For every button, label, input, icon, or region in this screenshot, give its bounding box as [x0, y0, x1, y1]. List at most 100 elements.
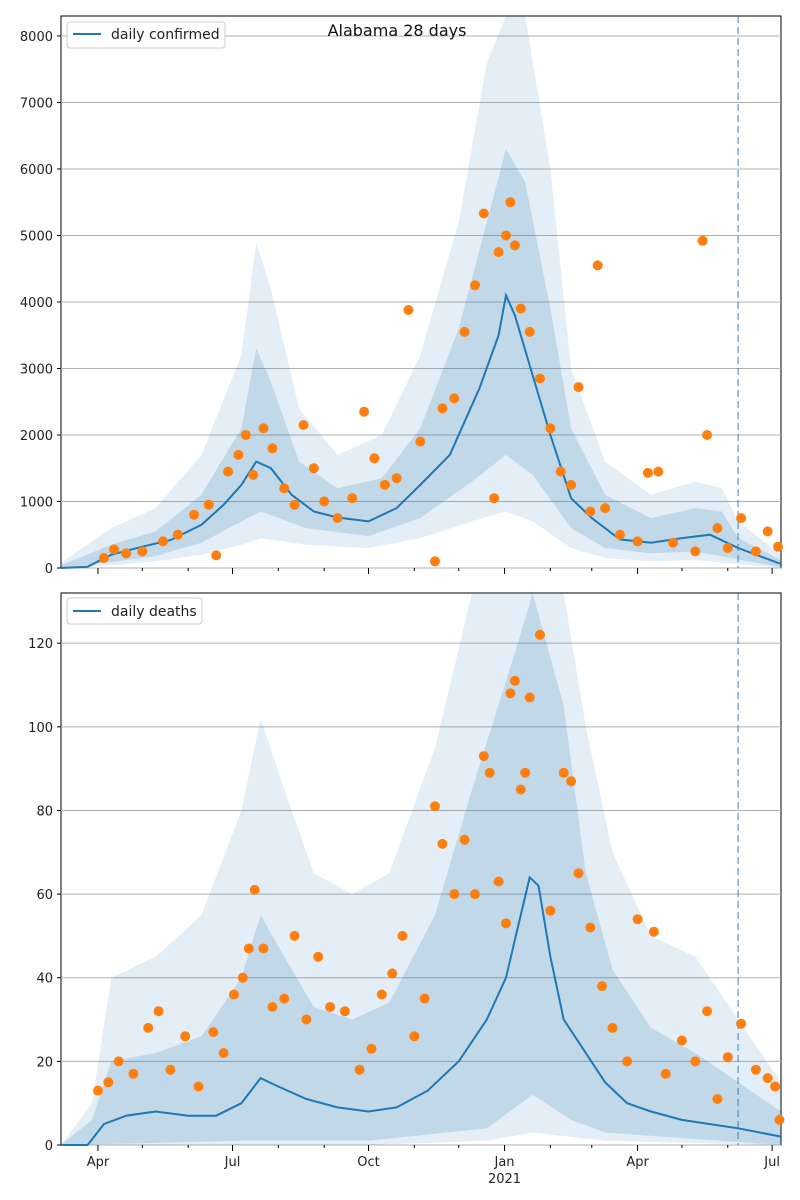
confirmed-point — [750, 546, 761, 557]
deaths-point — [573, 868, 584, 879]
deaths-point — [484, 767, 495, 778]
confirmed-point — [545, 423, 556, 434]
confirmed-point — [379, 479, 390, 490]
confirmed-point — [573, 382, 584, 393]
confirmed-outer-band — [61, 16, 781, 568]
deaths-point — [397, 930, 408, 941]
confirmed-point — [585, 506, 596, 517]
confirmed-point — [248, 469, 259, 480]
deaths-point — [376, 989, 387, 1000]
deaths-point — [558, 767, 569, 778]
deaths-point — [289, 930, 300, 941]
deaths-y-tick-label: 80 — [36, 804, 53, 819]
deaths-point — [237, 972, 248, 983]
deaths-point — [501, 918, 511, 929]
deaths-point — [622, 1056, 633, 1067]
confirmed-point — [524, 326, 535, 337]
confirmed-point — [347, 493, 358, 504]
x-tick-label: Jul — [763, 1155, 780, 1170]
deaths-point — [267, 1002, 278, 1012]
deaths-point — [249, 884, 260, 895]
confirmed-point — [566, 479, 577, 490]
confirmed-point — [535, 373, 545, 384]
confirmed-point — [258, 423, 269, 434]
confirmed-point — [762, 526, 773, 537]
deaths-point — [702, 1006, 713, 1017]
x-tick-year-label: 2021 — [488, 1172, 521, 1187]
deaths-y-tick-label: 60 — [36, 888, 53, 903]
deaths-point — [153, 1006, 164, 1017]
confirmed-point — [332, 513, 343, 524]
deaths-point — [722, 1052, 733, 1063]
confirmed-point — [773, 541, 783, 552]
deaths-point — [762, 1073, 773, 1084]
confirmed-point — [736, 513, 747, 524]
confirmed-point — [203, 499, 214, 510]
confirmed-point — [137, 546, 148, 557]
confirmed-point — [211, 550, 222, 561]
confirmed-point — [515, 303, 526, 314]
deaths-point — [750, 1064, 761, 1075]
deaths-point — [325, 1002, 336, 1012]
confirmed-y-tick-label: 7000 — [20, 96, 53, 111]
deaths-point — [545, 905, 556, 916]
deaths-gridlines — [61, 642, 781, 1146]
confirmed-point — [470, 280, 480, 291]
confirmed-y-tick-label: 6000 — [20, 163, 53, 178]
deaths-point — [535, 629, 545, 640]
confirmed-y-tick-label: 0 — [45, 562, 53, 577]
deaths-point — [243, 943, 254, 954]
deaths-point — [103, 1077, 114, 1088]
deaths-point — [515, 784, 526, 795]
deaths-point — [301, 1014, 312, 1025]
deaths-point — [774, 1114, 785, 1125]
deaths-point — [387, 968, 398, 979]
confirmed-point — [493, 247, 504, 258]
deaths-point — [180, 1031, 191, 1042]
confirmed-point — [189, 509, 200, 520]
deaths-point — [632, 914, 643, 925]
deaths-point — [690, 1056, 701, 1067]
deaths-inner-band — [61, 593, 781, 1145]
deaths-point — [218, 1048, 229, 1058]
confirmed-point — [319, 496, 330, 507]
deaths-point — [770, 1081, 781, 1092]
deaths-point — [258, 943, 269, 954]
confirmed-point — [449, 393, 460, 404]
deaths-uncertainty-bands — [61, 593, 781, 1145]
confirmed-point — [600, 503, 611, 514]
confirmed-point — [509, 240, 520, 251]
deaths-observed-points — [93, 629, 785, 1125]
confirmed-legend-label: daily confirmed — [111, 27, 220, 43]
deaths-point — [449, 889, 460, 900]
confirmed-point — [437, 403, 448, 414]
confirmed-point — [555, 466, 566, 477]
confirmed-legend-box — [66, 21, 226, 49]
confirmed-point — [501, 230, 511, 241]
deaths-point — [113, 1056, 124, 1067]
confirmed-y-tick-label: 4000 — [20, 296, 53, 311]
confirmed-point — [308, 463, 319, 474]
confirmed-point — [223, 466, 234, 477]
confirmed-legend: daily confirmed — [66, 21, 226, 49]
confirmed-point — [478, 208, 489, 219]
confirmed-point — [240, 430, 251, 440]
deaths-point — [339, 1006, 350, 1017]
confirmed-uncertainty-bands — [61, 16, 781, 568]
deaths-point — [430, 801, 440, 812]
confirmed-point — [653, 466, 664, 477]
deaths-y-tick-label: 100 — [28, 721, 53, 736]
confirmed-y-axis: 0 1000 2000 3000 4000 5000 6000 7000 8000 — [20, 30, 61, 577]
confirmed-point — [279, 483, 290, 494]
confirmed-point — [369, 453, 380, 464]
confirmed-point — [642, 467, 653, 478]
confirmed-point — [403, 305, 414, 315]
deaths-point — [313, 951, 324, 962]
confirmed-point — [690, 546, 701, 557]
deaths-point — [660, 1068, 671, 1079]
x-tick-label: Jan — [494, 1155, 515, 1170]
x-tick-label: Oct — [357, 1155, 379, 1170]
confirmed-point — [233, 449, 244, 460]
confirmed-point — [121, 548, 132, 559]
confirmed-point — [415, 436, 426, 447]
